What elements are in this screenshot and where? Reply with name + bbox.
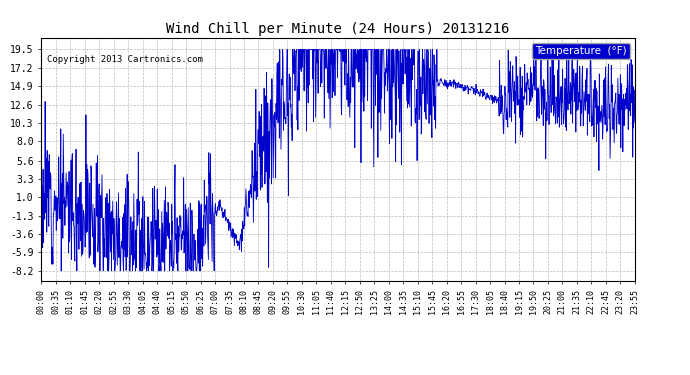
Text: Copyright 2013 Cartronics.com: Copyright 2013 Cartronics.com — [48, 55, 204, 63]
Legend: Temperature  (°F): Temperature (°F) — [532, 43, 629, 59]
Title: Wind Chill per Minute (24 Hours) 20131216: Wind Chill per Minute (24 Hours) 2013121… — [166, 22, 510, 36]
